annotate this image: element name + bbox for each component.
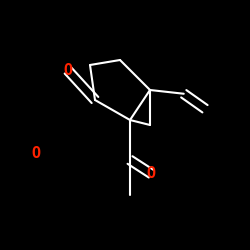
Text: O: O (64, 63, 72, 78)
Text: O: O (32, 146, 41, 161)
Text: O: O (147, 166, 156, 181)
